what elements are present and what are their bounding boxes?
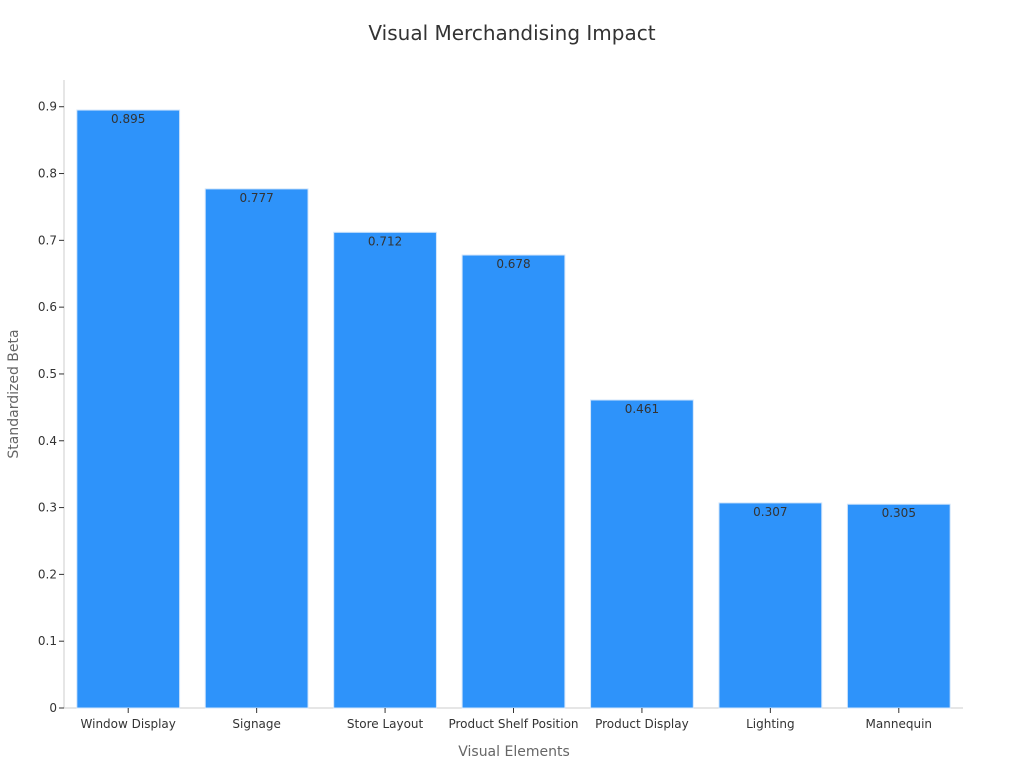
bar-value-label: 0.461: [625, 402, 659, 416]
y-tick-label: 0.6: [38, 300, 57, 314]
x-tick-label: Product Shelf Position: [448, 717, 578, 731]
y-tick-label: 0.5: [38, 367, 57, 381]
bar: [204, 188, 309, 709]
bar: [76, 109, 181, 709]
bar-value-label: 0.305: [882, 506, 916, 520]
x-axis-label: Visual Elements: [458, 744, 570, 760]
x-tick-label: Lighting: [746, 717, 795, 731]
bar: [333, 231, 437, 709]
y-tick-label: 0.2: [38, 567, 57, 581]
x-tick-label: Window Display: [81, 717, 176, 731]
x-tick-label: Signage: [232, 717, 281, 731]
bar: [718, 502, 823, 709]
bar-value-label: 0.307: [753, 505, 787, 519]
y-tick-label: 0.3: [38, 501, 57, 515]
bar-value-label: 0.895: [111, 112, 145, 126]
y-ticks: 0 0.1 0.2 0.3 0.4 0.5 0.6 0.7 0.8 0.9: [38, 100, 64, 715]
bar: [846, 503, 951, 709]
x-ticks: Window Display Signage Store Layout Product…: [81, 708, 932, 731]
x-tick-label: Product Display: [595, 717, 689, 731]
chart-title: Visual Merchandising Impact: [368, 21, 655, 45]
y-tick-label: 0: [49, 701, 57, 715]
bar: [590, 399, 694, 709]
bar: [461, 254, 566, 709]
bar-value-label: 0.777: [239, 191, 273, 205]
y-tick-label: 0.7: [38, 233, 57, 247]
bar-value-label: 0.678: [496, 257, 530, 271]
y-tick-label: 0.8: [38, 167, 57, 181]
x-tick-label: Mannequin: [866, 717, 932, 731]
x-tick-label: Store Layout: [347, 717, 424, 731]
bar-value-label: 0.712: [368, 234, 402, 248]
y-tick-label: 0.1: [38, 634, 57, 648]
y-tick-label: 0.4: [38, 434, 57, 448]
y-axis-label: Standardized Beta: [6, 329, 22, 458]
y-tick-label: 0.9: [38, 100, 57, 114]
bars: 0.895 0.777 0.712 0.678 0.461 0.307 0.305: [76, 109, 951, 709]
